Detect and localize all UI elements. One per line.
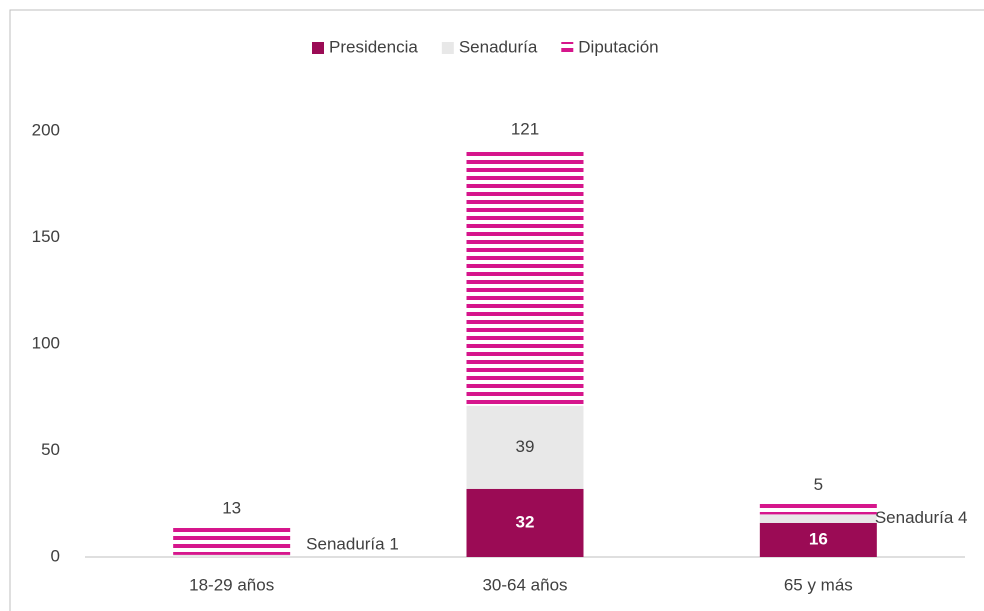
x-tick-label: 18-29 años [189, 575, 274, 594]
legend-label: Senaduría [459, 37, 538, 56]
legend-label: Diputación [578, 37, 658, 56]
legend-label: Presidencia [329, 37, 418, 56]
data-label: 16 [809, 529, 828, 548]
data-label: Senaduría 1 [306, 534, 399, 553]
legend-swatch [561, 42, 574, 54]
data-label: 13 [222, 499, 241, 518]
y-tick-label: 150 [32, 227, 60, 246]
data-label: Senaduría 4 [875, 508, 968, 527]
bar-segment [173, 554, 291, 557]
data-label: 121 [511, 120, 539, 139]
bar-segment [466, 148, 584, 406]
y-tick-label: 100 [32, 333, 60, 352]
legend: Presidencia Senaduría Diputación [312, 37, 659, 56]
x-tick-label: 30-64 años [482, 575, 567, 594]
x-tick-label: 65 y más [784, 575, 853, 594]
y-tick-label: 200 [32, 120, 60, 139]
y-tick-label: 0 [51, 546, 60, 565]
y-tick-label: 50 [41, 440, 60, 459]
bar-segment [759, 503, 877, 515]
bar-segment [173, 527, 291, 555]
legend-swatch [441, 42, 454, 54]
legend-swatch [312, 42, 324, 54]
bar-segment [466, 405, 584, 489]
data-label: 39 [516, 437, 535, 456]
bar-segment [759, 514, 877, 523]
data-label: 32 [516, 512, 535, 531]
bar-segment [759, 522, 877, 557]
data-label: 5 [814, 475, 823, 494]
chart-frame [9, 9, 984, 611]
bar-segment [466, 488, 584, 557]
